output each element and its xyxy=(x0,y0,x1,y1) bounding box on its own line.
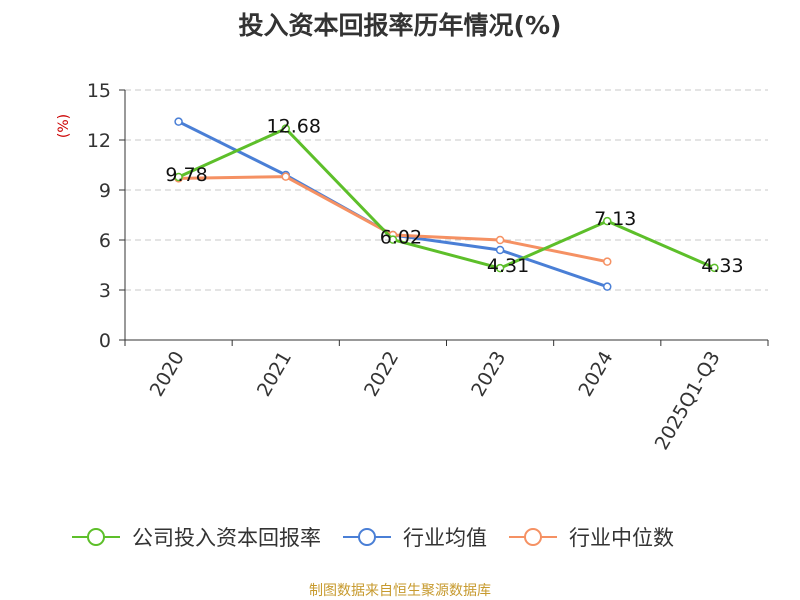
legend-swatch-marker xyxy=(358,528,376,546)
series-point xyxy=(495,263,505,273)
legend-label: 行业中位数 xyxy=(569,526,674,550)
series-point xyxy=(388,235,398,244)
series-point xyxy=(495,245,505,255)
data-label: 12.68 xyxy=(267,116,321,138)
x-tick-label: 2021 xyxy=(253,348,296,401)
legend-label: 公司投入资本回报率 xyxy=(132,526,321,550)
data-label: 9.78 xyxy=(165,164,207,186)
y-tick-label: 6 xyxy=(99,230,111,252)
y-tick-label: 15 xyxy=(87,80,111,102)
series-point xyxy=(281,172,290,181)
source-footer: 制图数据来自恒生聚源数据库 xyxy=(309,583,491,599)
x-tick-label: 2024 xyxy=(574,348,617,401)
series-point xyxy=(281,124,290,133)
chart-title: 投入资本回报率历年情况(%) xyxy=(239,11,562,40)
series-point xyxy=(174,172,183,182)
data-label: 4.33 xyxy=(701,255,743,277)
series-point xyxy=(603,216,612,226)
y-tick-label: 0 xyxy=(99,330,111,352)
data-label: 6.02 xyxy=(380,227,422,249)
series-point xyxy=(174,117,183,126)
data-label: 4.31 xyxy=(487,255,529,277)
data-label: 7.13 xyxy=(594,208,636,230)
series-point xyxy=(603,282,612,291)
series-point xyxy=(710,263,719,273)
y-tick-label: 9 xyxy=(99,180,111,202)
series-line xyxy=(177,127,716,270)
x-tick-label: 2020 xyxy=(146,348,189,401)
series-point xyxy=(603,257,612,266)
y-tick-label: 12 xyxy=(87,130,111,152)
x-tick-label: 2023 xyxy=(467,348,510,401)
x-tick-label: 2022 xyxy=(360,348,403,401)
y-axis-label: (%) xyxy=(56,114,72,138)
legend-swatch-marker xyxy=(87,528,105,546)
x-tick-label: 2025Q1-Q3 xyxy=(651,348,725,454)
series-point xyxy=(495,235,505,245)
y-tick-label: 3 xyxy=(99,280,111,302)
legend-swatch-marker xyxy=(524,528,542,546)
legend-label: 行业均值 xyxy=(403,526,487,550)
